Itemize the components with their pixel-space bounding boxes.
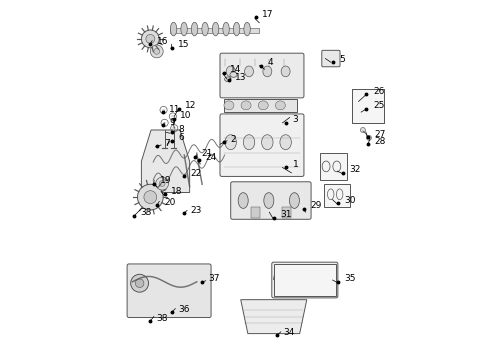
Text: 14: 14 [230, 66, 242, 75]
Text: 23: 23 [191, 206, 202, 215]
Ellipse shape [224, 101, 234, 110]
Text: 21: 21 [201, 149, 213, 158]
Text: 11: 11 [169, 105, 181, 114]
Circle shape [156, 177, 169, 190]
Circle shape [154, 49, 160, 54]
Text: 30: 30 [344, 196, 356, 205]
Text: 29: 29 [310, 201, 322, 210]
Text: 16: 16 [157, 37, 168, 46]
Text: 8: 8 [178, 125, 184, 134]
Ellipse shape [224, 77, 231, 82]
Ellipse shape [262, 135, 273, 150]
Circle shape [146, 35, 155, 43]
Bar [251, 207, 260, 217]
FancyBboxPatch shape [273, 264, 336, 296]
Ellipse shape [223, 22, 229, 36]
Ellipse shape [241, 101, 251, 110]
Ellipse shape [280, 135, 292, 150]
Circle shape [159, 181, 165, 186]
Bar [282, 207, 291, 217]
Circle shape [135, 279, 144, 288]
Circle shape [138, 184, 163, 210]
Ellipse shape [212, 22, 219, 36]
Text: 20: 20 [164, 198, 175, 207]
Bar [223, 99, 297, 112]
Text: 7: 7 [164, 139, 170, 148]
FancyBboxPatch shape [322, 50, 340, 67]
Text: 19: 19 [160, 176, 172, 185]
Text: 34: 34 [284, 328, 295, 337]
Text: 1: 1 [293, 160, 298, 169]
Ellipse shape [258, 101, 268, 110]
Text: 33: 33 [141, 208, 152, 217]
FancyBboxPatch shape [352, 89, 384, 123]
Circle shape [144, 191, 157, 203]
Text: 35: 35 [344, 274, 356, 283]
Ellipse shape [181, 22, 187, 36]
FancyBboxPatch shape [127, 264, 211, 318]
Ellipse shape [238, 193, 248, 208]
Ellipse shape [358, 102, 378, 106]
Text: 26: 26 [373, 87, 384, 96]
Text: 9: 9 [169, 118, 175, 127]
Text: 24: 24 [205, 153, 216, 162]
Text: 2: 2 [230, 135, 236, 144]
Bar [170, 28, 259, 33]
Circle shape [131, 274, 148, 292]
Polygon shape [241, 300, 307, 334]
Ellipse shape [226, 66, 235, 77]
Circle shape [150, 45, 163, 58]
Ellipse shape [244, 22, 250, 36]
Text: 4: 4 [268, 58, 273, 67]
Circle shape [367, 135, 371, 140]
Ellipse shape [245, 66, 253, 77]
Text: 36: 36 [178, 305, 190, 314]
FancyBboxPatch shape [272, 262, 338, 298]
FancyBboxPatch shape [231, 182, 311, 219]
Text: 31: 31 [280, 210, 292, 219]
Ellipse shape [192, 22, 198, 36]
Text: 18: 18 [171, 187, 183, 196]
Text: 28: 28 [375, 137, 386, 146]
Text: 10: 10 [180, 111, 192, 120]
FancyBboxPatch shape [323, 184, 350, 207]
FancyBboxPatch shape [220, 114, 304, 176]
Polygon shape [142, 130, 190, 193]
Text: 12: 12 [185, 101, 196, 110]
Circle shape [142, 30, 159, 48]
Text: 37: 37 [209, 274, 220, 283]
Ellipse shape [263, 66, 272, 77]
Text: 27: 27 [375, 130, 386, 139]
Ellipse shape [275, 101, 285, 110]
FancyBboxPatch shape [220, 53, 304, 98]
Ellipse shape [360, 111, 377, 116]
Text: 38: 38 [157, 314, 168, 323]
Text: 25: 25 [373, 101, 384, 110]
Ellipse shape [202, 22, 208, 36]
Text: 5: 5 [339, 55, 344, 64]
Text: 22: 22 [191, 169, 202, 178]
Ellipse shape [264, 193, 274, 208]
FancyBboxPatch shape [320, 153, 347, 180]
Circle shape [360, 127, 366, 132]
Ellipse shape [281, 66, 290, 77]
Text: 13: 13 [235, 73, 247, 82]
Text: 15: 15 [178, 40, 190, 49]
Ellipse shape [230, 72, 237, 77]
Text: 3: 3 [293, 116, 298, 125]
Text: 17: 17 [262, 10, 273, 19]
Ellipse shape [233, 22, 240, 36]
Ellipse shape [171, 22, 177, 36]
Ellipse shape [359, 93, 377, 95]
Ellipse shape [244, 135, 255, 150]
Ellipse shape [290, 193, 299, 208]
Text: 6: 6 [178, 133, 184, 142]
Ellipse shape [225, 135, 237, 150]
FancyBboxPatch shape [352, 89, 384, 123]
Text: 32: 32 [350, 166, 361, 175]
